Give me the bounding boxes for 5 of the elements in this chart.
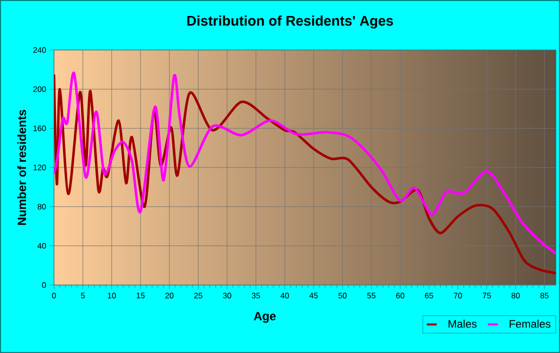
- x-axis-title: Age: [254, 312, 276, 323]
- legend-label: Females: [510, 320, 550, 328]
- chart-title: Distribution of Residents' Ages: [187, 15, 393, 29]
- legend-label: Males: [448, 320, 477, 328]
- y-axis-title: Number of residents: [17, 110, 26, 225]
